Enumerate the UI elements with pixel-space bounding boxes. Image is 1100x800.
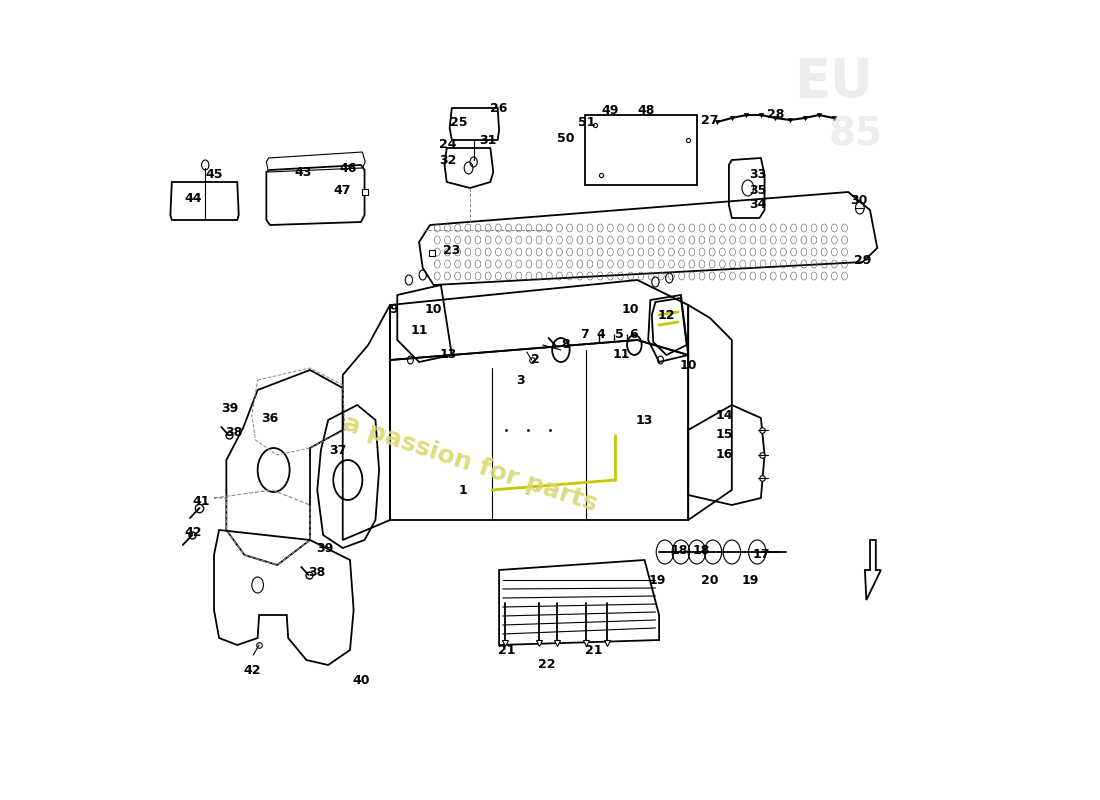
- Text: 19: 19: [649, 574, 667, 586]
- Text: 21: 21: [497, 643, 515, 657]
- Text: 2: 2: [531, 354, 540, 366]
- Text: 40: 40: [352, 674, 370, 686]
- Text: 13: 13: [440, 349, 456, 362]
- Text: 43: 43: [294, 166, 311, 178]
- Text: 11: 11: [410, 323, 428, 337]
- Text: 6: 6: [629, 329, 638, 342]
- Text: 13: 13: [636, 414, 653, 426]
- Text: 44: 44: [185, 191, 202, 205]
- Text: 36: 36: [262, 411, 278, 425]
- Text: 1: 1: [459, 483, 468, 497]
- Text: 8: 8: [562, 338, 570, 351]
- Text: 22: 22: [538, 658, 556, 671]
- Text: 26: 26: [491, 102, 508, 114]
- Text: 10: 10: [680, 358, 697, 371]
- Text: 35: 35: [749, 183, 767, 197]
- Text: 30: 30: [850, 194, 868, 206]
- Text: 10: 10: [621, 303, 639, 317]
- Text: 48: 48: [637, 103, 654, 117]
- Text: 27: 27: [702, 114, 718, 126]
- Text: 19: 19: [741, 574, 759, 586]
- Text: 12: 12: [658, 309, 675, 322]
- Text: EU: EU: [794, 56, 873, 108]
- Text: 18: 18: [693, 543, 710, 557]
- Text: 28: 28: [767, 109, 784, 122]
- Text: 50: 50: [558, 131, 574, 145]
- Text: 46: 46: [339, 162, 356, 174]
- Text: 11: 11: [613, 349, 630, 362]
- Text: 33: 33: [749, 169, 767, 182]
- Text: 37: 37: [329, 443, 346, 457]
- Text: 38: 38: [226, 426, 242, 438]
- Text: 32: 32: [440, 154, 456, 166]
- Text: 9: 9: [389, 303, 398, 317]
- Text: 18: 18: [671, 543, 689, 557]
- Text: 42: 42: [243, 663, 261, 677]
- Text: 85: 85: [828, 116, 882, 154]
- Text: 39: 39: [221, 402, 239, 414]
- Text: 10: 10: [425, 303, 442, 317]
- Text: 45: 45: [206, 169, 222, 182]
- Text: 25: 25: [450, 115, 468, 129]
- Text: 16: 16: [716, 449, 734, 462]
- Text: 21: 21: [585, 643, 603, 657]
- Text: 24: 24: [439, 138, 456, 151]
- Text: 29: 29: [854, 254, 871, 266]
- Text: 34: 34: [749, 198, 767, 211]
- Text: 41: 41: [192, 495, 210, 509]
- Text: 14: 14: [716, 409, 734, 422]
- Text: 20: 20: [702, 574, 718, 586]
- Text: 38: 38: [309, 566, 326, 578]
- Text: a passion for parts: a passion for parts: [340, 411, 601, 517]
- Text: 47: 47: [333, 183, 351, 197]
- Text: 51: 51: [578, 115, 595, 129]
- Text: 23: 23: [443, 243, 461, 257]
- Text: 15: 15: [716, 429, 734, 442]
- Text: 42: 42: [185, 526, 202, 538]
- Text: 31: 31: [478, 134, 496, 146]
- Text: 5: 5: [615, 329, 624, 342]
- Text: 3: 3: [517, 374, 525, 386]
- Text: 17: 17: [752, 549, 770, 562]
- Text: 4: 4: [596, 329, 605, 342]
- Text: 49: 49: [601, 103, 618, 117]
- Text: 39: 39: [316, 542, 333, 554]
- Text: 7: 7: [581, 329, 590, 342]
